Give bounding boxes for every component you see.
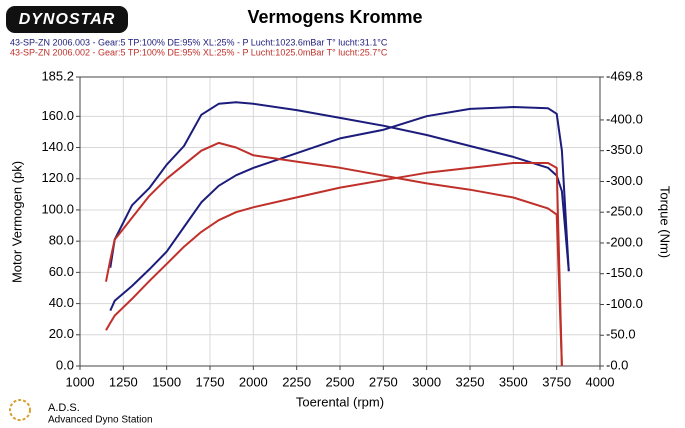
y2-tick-label: -350.0 <box>606 142 643 157</box>
x-axis-label: Toerental (rpm) <box>296 394 384 409</box>
y-tick-label: 120.0 <box>41 170 74 185</box>
y2-tick-label: -150.0 <box>606 265 643 280</box>
y-tick-label: 140.0 <box>41 139 74 154</box>
y2-tick-label: -50.0 <box>606 327 636 342</box>
series-line <box>109 101 570 271</box>
x-tick-label: 1750 <box>196 374 225 389</box>
y-tick-label: 160.0 <box>41 108 74 123</box>
x-tick-label: 1250 <box>109 374 138 389</box>
y2-tick-label: -100.0 <box>606 296 643 311</box>
y2-tick-label: -250.0 <box>606 204 643 219</box>
y2-tick-label: -200.0 <box>606 234 643 249</box>
x-tick-label: 2000 <box>239 374 268 389</box>
x-tick-label: 3750 <box>542 374 571 389</box>
series-line <box>105 162 563 367</box>
y-tick-label: 60.0 <box>49 264 74 279</box>
footer-logo <box>9 399 31 421</box>
legend-entry: 43-SP-ZN 2006.003 - Gear:5 TP:100% DE:95… <box>10 37 388 47</box>
x-tick-label: 3250 <box>456 374 485 389</box>
footer-subtitle: Advanced Dyno Station <box>48 415 153 426</box>
series-line <box>109 106 570 312</box>
logo-badge <box>6 6 128 33</box>
y2-tick-label: -0.0 <box>606 357 628 372</box>
y2-tick-label: -300.0 <box>606 173 643 188</box>
x-tick-label: 4000 <box>586 374 615 389</box>
y-axis-label: Motor Vermogen (pk) <box>9 161 24 283</box>
x-tick-label: 2250 <box>282 374 311 389</box>
x-tick-label: 1500 <box>152 374 181 389</box>
y-tick-label: 100.0 <box>41 201 74 216</box>
y-tick-label: 20.0 <box>49 326 74 341</box>
y-tick-label: 40.0 <box>49 295 74 310</box>
y-tick-label: 80.0 <box>49 233 74 248</box>
y2-tick-label: -400.0 <box>606 111 643 126</box>
y2-tick-label: -469.8 <box>606 68 643 83</box>
series-line <box>105 141 563 367</box>
footer-title: A.D.S. <box>48 402 80 414</box>
x-tick-label: 3000 <box>412 374 441 389</box>
chart-title: Vermogens Kromme <box>247 7 422 27</box>
y-tick-label: 0.0 <box>56 357 74 372</box>
x-tick-label: 3500 <box>499 374 528 389</box>
legend-entry: 43-SP-ZN 2006.002 - Gear:5 TP:100% DE:95… <box>10 47 388 57</box>
y2-axis-label: Torque (Nm) <box>658 186 673 258</box>
logo: DYNOSTAR <box>19 11 116 28</box>
x-tick-label: 2750 <box>369 374 398 389</box>
x-tick-label: 2500 <box>326 374 355 389</box>
x-tick-label: 1000 <box>66 374 95 389</box>
y-tick-label: 185.2 <box>41 68 74 83</box>
